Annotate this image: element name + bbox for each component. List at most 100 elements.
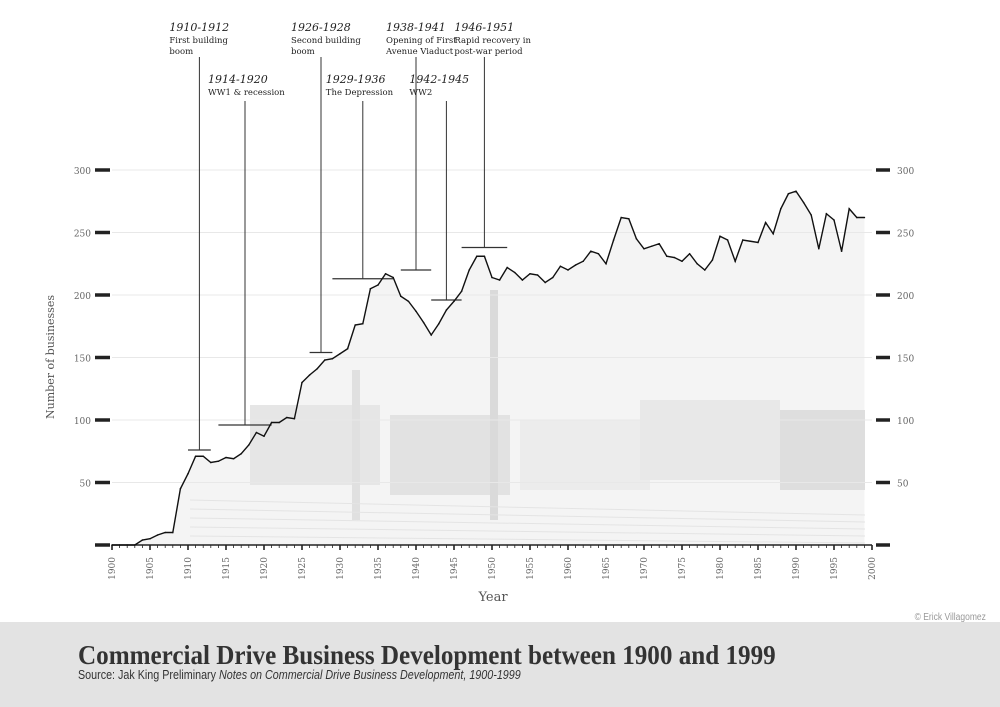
x-tick-label: 1920 [260,557,270,580]
y-axis-label: Number of businesses [44,295,57,419]
data-point [802,201,805,204]
data-point [506,266,509,269]
x-tick-label: 1910 [184,557,194,580]
photo-track [189,526,866,537]
data-point [430,334,433,336]
photo-shape [520,420,650,490]
data-point [164,531,166,534]
data-point [514,271,516,274]
data-point [567,269,569,271]
copyright: © Erick Villagomez [914,612,986,623]
data-point [346,347,349,350]
data-point [270,421,273,424]
y-tick-label-right: 250 [897,230,914,240]
annotation-years: 1914-1920 [208,73,268,86]
annotation-text: post-war period [454,47,523,57]
data-point [187,472,189,475]
photo-shape [640,400,780,480]
data-point [856,216,858,219]
photo-track [189,499,866,516]
photo-shape [352,370,360,520]
data-point [156,534,159,536]
footer-band [0,622,1000,707]
data-point [704,269,706,271]
x-tick-label: 1940 [412,557,422,580]
annotation-text: Avenue Viaduct [385,47,454,57]
y-tick-label-left: 300 [74,167,91,177]
data-point [711,259,714,261]
data-point [787,192,790,195]
data-point [521,279,524,281]
data-point [141,539,144,541]
data-point [620,216,622,219]
data-point [650,245,653,248]
y-tick-label-right: 50 [897,480,909,490]
background-photo [112,191,866,545]
data-point [202,455,204,458]
data-point [377,284,379,286]
data-point [673,256,676,259]
y-tick-label-left: 50 [80,480,92,490]
data-point [248,444,250,446]
data-point [240,452,242,455]
data-point [407,300,410,303]
data-point [445,309,448,311]
annotation-text: boom [291,47,315,57]
data-point [696,262,698,265]
data-point [225,456,227,459]
x-tick-label: 1945 [450,557,460,580]
data-point [308,374,311,376]
data-point [384,272,387,275]
y-tick-label-right: 150 [897,355,914,365]
data-point [818,247,820,250]
data-point [111,544,113,546]
annotation-text: First building [169,36,228,46]
data-point [172,531,174,534]
data-point [460,290,463,293]
annotation-years: 1926-1928 [291,21,351,34]
data-point [825,212,828,215]
x-tick-label: 2000 [868,557,878,580]
photo-shape [780,410,865,490]
data-point [590,250,592,253]
data-point [362,322,364,325]
data-point [491,276,493,279]
annotation-text: Opening of First [386,36,457,46]
photo-shape [490,290,498,520]
annotation-text: The Depression [326,88,394,98]
data-point [749,240,752,243]
source-title: Notes on Commercial Drive Business Devel… [218,668,521,682]
source-prefix: Source: Jak King Preliminary [78,668,219,682]
x-tick-label: 1950 [488,557,498,580]
photo-track [189,517,866,530]
data-point [719,235,721,238]
y-tick-label-right: 300 [897,167,914,177]
annotation-text: WW2 [409,88,432,98]
annotation-text: WW1 & recession [208,88,285,98]
data-point [255,431,258,434]
data-point [666,255,668,258]
data-point [468,269,471,271]
photo-track [189,535,866,544]
data-point [217,460,220,463]
data-point [559,265,562,268]
data-point [810,214,812,216]
data-point [764,221,767,224]
x-tick-label: 1990 [792,557,802,580]
data-point [354,324,357,326]
data-point [278,421,281,424]
data-point [772,232,774,235]
data-point [848,207,850,210]
annotation-years: 1938-1941 [386,21,446,34]
data-point [415,310,417,313]
data-point [422,321,425,324]
data-point [498,279,501,281]
photo-shape [250,405,380,485]
data-point [293,417,296,420]
photo-track [189,508,866,523]
annotation-years: 1929-1936 [326,73,386,86]
annotation-text: boom [169,47,193,57]
axes: 50 50 100 100 150 150 200 200 250 250 300 300 1900 19… [74,167,915,580]
series-line [112,190,865,546]
